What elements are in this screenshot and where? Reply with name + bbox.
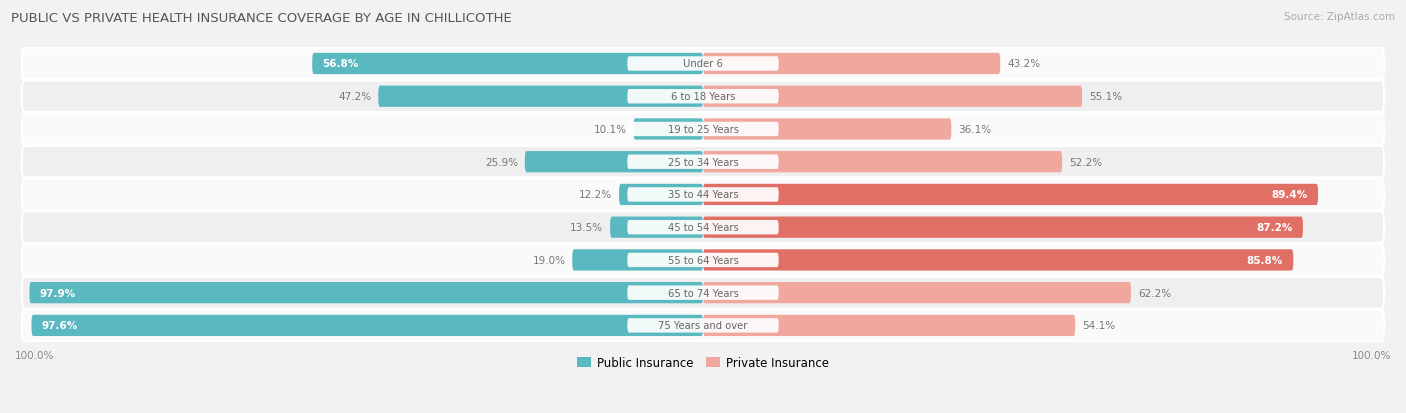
FancyBboxPatch shape	[627, 123, 779, 137]
Text: 52.2%: 52.2%	[1069, 157, 1102, 167]
FancyBboxPatch shape	[378, 86, 703, 108]
FancyBboxPatch shape	[22, 277, 1384, 309]
FancyBboxPatch shape	[627, 90, 779, 104]
FancyBboxPatch shape	[634, 119, 703, 140]
Text: Under 6: Under 6	[683, 59, 723, 69]
Text: 87.2%: 87.2%	[1256, 223, 1292, 233]
Text: 54.1%: 54.1%	[1083, 320, 1115, 330]
FancyBboxPatch shape	[22, 212, 1384, 243]
Text: 100.0%: 100.0%	[15, 350, 55, 360]
FancyBboxPatch shape	[703, 86, 1083, 108]
FancyBboxPatch shape	[627, 221, 779, 235]
FancyBboxPatch shape	[22, 147, 1384, 178]
FancyBboxPatch shape	[703, 119, 952, 140]
Text: 89.4%: 89.4%	[1271, 190, 1308, 200]
FancyBboxPatch shape	[627, 155, 779, 169]
FancyBboxPatch shape	[30, 282, 703, 304]
FancyBboxPatch shape	[22, 81, 1384, 113]
Text: 55 to 64 Years: 55 to 64 Years	[668, 255, 738, 265]
Text: 85.8%: 85.8%	[1247, 255, 1284, 265]
FancyBboxPatch shape	[627, 286, 779, 300]
FancyBboxPatch shape	[703, 152, 1062, 173]
FancyBboxPatch shape	[703, 217, 1303, 238]
Text: 25 to 34 Years: 25 to 34 Years	[668, 157, 738, 167]
Text: Source: ZipAtlas.com: Source: ZipAtlas.com	[1284, 12, 1395, 22]
FancyBboxPatch shape	[703, 315, 1076, 336]
FancyBboxPatch shape	[572, 250, 703, 271]
FancyBboxPatch shape	[703, 184, 1317, 206]
FancyBboxPatch shape	[22, 49, 1384, 80]
Text: 55.1%: 55.1%	[1090, 92, 1122, 102]
Text: 45 to 54 Years: 45 to 54 Years	[668, 223, 738, 233]
Text: 35 to 44 Years: 35 to 44 Years	[668, 190, 738, 200]
Text: 25.9%: 25.9%	[485, 157, 517, 167]
FancyBboxPatch shape	[627, 188, 779, 202]
Text: 100.0%: 100.0%	[1351, 350, 1391, 360]
Legend: Public Insurance, Private Insurance: Public Insurance, Private Insurance	[572, 352, 834, 374]
Text: 56.8%: 56.8%	[322, 59, 359, 69]
FancyBboxPatch shape	[22, 114, 1384, 145]
FancyBboxPatch shape	[312, 54, 703, 75]
Text: 10.1%: 10.1%	[593, 125, 627, 135]
FancyBboxPatch shape	[627, 253, 779, 268]
FancyBboxPatch shape	[627, 57, 779, 71]
FancyBboxPatch shape	[627, 318, 779, 333]
Text: 97.6%: 97.6%	[42, 320, 79, 330]
Text: 75 Years and over: 75 Years and over	[658, 320, 748, 330]
Text: 19.0%: 19.0%	[533, 255, 565, 265]
Text: 19 to 25 Years: 19 to 25 Years	[668, 125, 738, 135]
FancyBboxPatch shape	[22, 179, 1384, 211]
Text: 62.2%: 62.2%	[1137, 288, 1171, 298]
Text: 47.2%: 47.2%	[339, 92, 371, 102]
FancyBboxPatch shape	[703, 54, 1000, 75]
Text: 6 to 18 Years: 6 to 18 Years	[671, 92, 735, 102]
Text: 36.1%: 36.1%	[959, 125, 991, 135]
FancyBboxPatch shape	[22, 244, 1384, 276]
Text: PUBLIC VS PRIVATE HEALTH INSURANCE COVERAGE BY AGE IN CHILLICOTHE: PUBLIC VS PRIVATE HEALTH INSURANCE COVER…	[11, 12, 512, 25]
FancyBboxPatch shape	[524, 152, 703, 173]
FancyBboxPatch shape	[703, 250, 1294, 271]
FancyBboxPatch shape	[31, 315, 703, 336]
FancyBboxPatch shape	[619, 184, 703, 206]
Text: 12.2%: 12.2%	[579, 190, 612, 200]
Text: 43.2%: 43.2%	[1007, 59, 1040, 69]
FancyBboxPatch shape	[610, 217, 703, 238]
Text: 97.9%: 97.9%	[39, 288, 76, 298]
Text: 13.5%: 13.5%	[569, 223, 603, 233]
FancyBboxPatch shape	[22, 310, 1384, 341]
Text: 65 to 74 Years: 65 to 74 Years	[668, 288, 738, 298]
FancyBboxPatch shape	[703, 282, 1130, 304]
